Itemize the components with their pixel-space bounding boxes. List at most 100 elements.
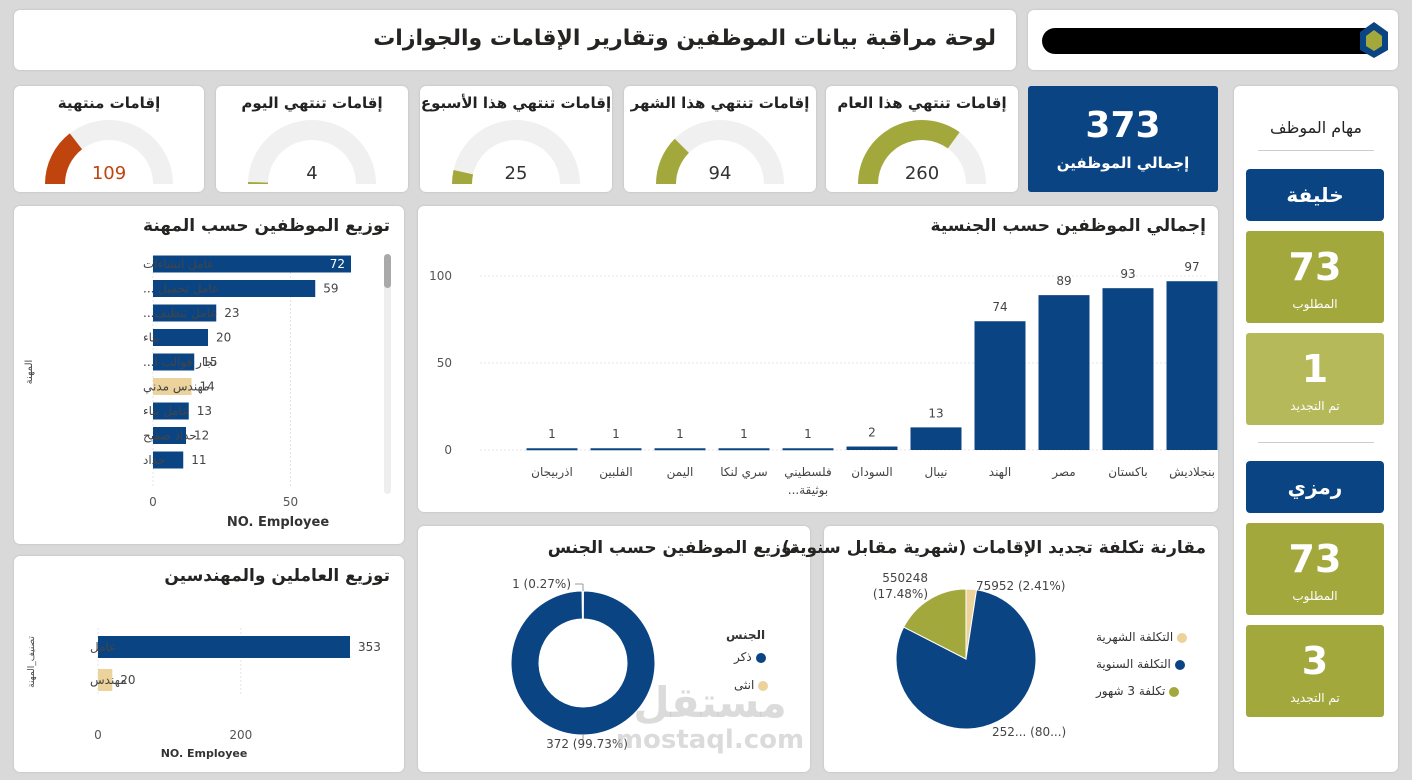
category-label: عامل انشاءات xyxy=(143,257,214,271)
data-label: 75952 (2.41%) xyxy=(976,579,1065,593)
data-label: 15 xyxy=(202,355,217,369)
profession-scrollbar-thumb[interactable] xyxy=(384,254,391,288)
gauge-value: 4 xyxy=(306,163,317,184)
category-label: سري لنكا xyxy=(720,465,767,480)
legend-label: التكلفة الشهرية xyxy=(1096,630,1174,644)
gauge-month: 94 xyxy=(656,120,784,184)
ramzi-renewed-label: تم التجديد xyxy=(1290,691,1340,705)
ramzi-renewed-box: 3 تم التجديد xyxy=(1246,625,1384,717)
data-label: 72 xyxy=(330,257,345,271)
bar xyxy=(782,448,834,451)
gauge-card-today: إقامات تنتهي اليوم 4 xyxy=(216,86,408,192)
gauge-track xyxy=(452,120,580,184)
data-label: 1 xyxy=(548,427,556,441)
category-label: عامل تحميل ... xyxy=(143,282,219,296)
y-axis-label: المهنة xyxy=(24,360,35,385)
gauge-card-expired: إقامات منتهية 109 xyxy=(14,86,204,192)
gender-chart: 1 (0.27%) 372 (99.73%) xyxy=(510,577,656,751)
bar xyxy=(153,378,192,395)
legend-dot-icon xyxy=(1169,686,1180,697)
tasks-title-divider xyxy=(1258,150,1374,151)
x-tick-label: 0 xyxy=(149,495,157,509)
ramzi-renewed-value: 3 xyxy=(1301,639,1329,683)
total-employees-card: 373 إجمالي الموظفين xyxy=(1028,86,1218,192)
gauge-label: إقامات تنتهي اليوم xyxy=(241,94,383,112)
x-tick-label: 0 xyxy=(94,728,102,742)
person-name-khalifa: خليفة xyxy=(1246,169,1384,221)
data-label: 2 xyxy=(868,426,876,440)
gauge-fill xyxy=(858,120,960,184)
data-label: 20 xyxy=(216,331,231,345)
category-label: بنجلاديش xyxy=(1169,465,1215,480)
gauge-value: 260 xyxy=(905,163,939,184)
tasks-title: مهام الموظف xyxy=(1270,118,1362,137)
profession-chart: عامل انشاءات 72 عامل تحميل ... 59 عامل تنظيف… xyxy=(24,255,351,530)
data-label: 1 xyxy=(804,427,812,441)
khalifa-required-value: 73 xyxy=(1288,245,1342,289)
category-label: الفلبين xyxy=(599,465,632,480)
bar xyxy=(153,451,184,469)
total-employees-label: إجمالي الموظفين xyxy=(1056,154,1190,172)
gauge-value: 25 xyxy=(505,163,528,184)
data-label: 74 xyxy=(992,300,1007,314)
gauge-value: 94 xyxy=(709,163,732,184)
gender-legend-title: الجنس xyxy=(726,628,766,642)
category-label: مصر xyxy=(1051,465,1075,480)
legend-dot-icon xyxy=(758,680,769,691)
data-label: 12 xyxy=(194,429,209,443)
renewal-cost-chart: 75952 (2.41%) 252... (80...) 550248 (17.48%… xyxy=(873,571,1066,739)
renewal-cost-card: مقارنة تكلفة تجديد الإقامات (شهرية مقابل… xyxy=(782,526,1218,772)
data-label: 1 (0.27%) xyxy=(512,577,571,591)
legend-dot-icon xyxy=(1174,659,1185,670)
legend-dot-icon xyxy=(755,652,766,663)
bar xyxy=(590,448,642,451)
x-axis-label: NO. Employee xyxy=(227,515,330,530)
data-label: 20 xyxy=(120,673,135,687)
legend-label: ذكر xyxy=(734,650,752,664)
profession-chart-title: توزيع الموظفين حسب المهنة xyxy=(143,216,390,236)
category-label: نيبال xyxy=(925,465,948,479)
profession-scrollbar[interactable] xyxy=(384,254,391,494)
gauge-value: 109 xyxy=(92,163,126,184)
gauge-card-year: إقامات تنتهي هذا العام 260 xyxy=(826,86,1018,192)
khalifa-renewed-value: 1 xyxy=(1301,347,1329,391)
legend-label: تكلفة 3 شهور xyxy=(1096,684,1166,698)
data-label: 1 xyxy=(612,427,620,441)
y-axis-label: تصنيف_المهنة xyxy=(27,636,37,688)
bar xyxy=(153,329,208,346)
y-tick-label: 50 xyxy=(437,356,452,370)
category-label: عامل xyxy=(90,640,116,654)
khalifa-renewed-box: 1 تم التجديد xyxy=(1246,333,1384,425)
data-label: 1 xyxy=(740,427,748,441)
gauge-card-month: إقامات تنتهي هذا الشهر 94 xyxy=(624,86,816,192)
data-label: (17.48%) xyxy=(873,587,928,601)
gauge-track xyxy=(45,120,173,184)
bar xyxy=(718,448,770,451)
bar xyxy=(153,427,186,444)
bar xyxy=(1038,295,1090,450)
data-label: 23 xyxy=(224,306,239,320)
gender-chart-title: توزيع الموظفين حسب الجنس xyxy=(547,538,798,558)
gauge-year: 260 xyxy=(858,120,986,184)
gauge-label: إقامات منتهية xyxy=(57,94,161,112)
data-label: 372 (99.73%) xyxy=(546,737,628,751)
logo-card xyxy=(1028,10,1398,70)
tasks-section-divider xyxy=(1258,442,1374,443)
category-label: بوثيقة... xyxy=(788,483,828,498)
category-label: مهندس مدني xyxy=(143,380,209,395)
data-label: 93 xyxy=(1120,267,1135,281)
nationality-chart-card: إجمالي الموظفين حسب الجنسية 0 50 100 97 بنجل… xyxy=(418,206,1218,512)
bar xyxy=(974,321,1026,450)
gender-chart-card: توزيع الموظفين حسب الجنس 1 (0.27%) 372 (9… xyxy=(418,526,810,772)
bar xyxy=(98,669,113,691)
renewal-cost-title: مقارنة تكلفة تجديد الإقامات (شهرية مقابل… xyxy=(782,538,1206,558)
y-tick-label: 0 xyxy=(444,443,452,457)
gauge-fill xyxy=(452,170,474,184)
category-label: عامل تنظيف... xyxy=(143,306,217,320)
data-label: 89 xyxy=(1056,274,1071,288)
category-label: حداد xyxy=(143,453,165,467)
bar xyxy=(1102,288,1154,450)
ramzi-required-value: 73 xyxy=(1288,537,1342,581)
gauge-label: إقامات تنتهي هذا الشهر xyxy=(630,94,810,112)
